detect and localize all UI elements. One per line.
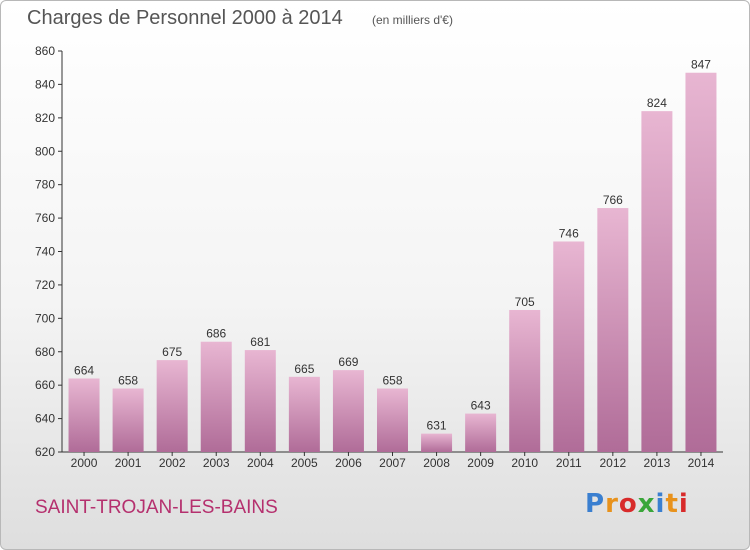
- x-tick-label: 2006: [335, 456, 362, 470]
- logo-letter: t: [665, 489, 679, 519]
- x-tick-label: 2012: [599, 456, 626, 470]
- x-tick-label: 2009: [467, 456, 494, 470]
- bar: [68, 378, 100, 452]
- x-tick-label: 2014: [688, 456, 715, 470]
- y-tick-label: 740: [35, 245, 55, 259]
- data-label: 766: [603, 193, 623, 207]
- data-label: 669: [338, 355, 358, 369]
- x-tick-label: 2002: [159, 456, 186, 470]
- bar: [332, 370, 364, 452]
- logo-letter: i: [678, 489, 689, 519]
- x-tick-label: 2005: [291, 456, 318, 470]
- y-tick-label: 680: [35, 345, 55, 359]
- data-label: 658: [118, 374, 138, 388]
- x-tick-label: 2010: [511, 456, 538, 470]
- town-name: SAINT-TROJAN-LES-BAINS: [35, 497, 278, 518]
- y-tick-label: 860: [35, 44, 55, 58]
- y-tick-label: 700: [35, 311, 55, 325]
- x-tick-label: 2004: [247, 456, 274, 470]
- logo-letter: r: [605, 489, 619, 519]
- data-label: 746: [559, 226, 579, 240]
- y-tick-label: 640: [35, 412, 55, 426]
- chart-subtitle: (en milliers d'€): [372, 13, 453, 27]
- y-tick-label: 720: [35, 278, 55, 292]
- data-label: 675: [162, 345, 182, 359]
- data-label: 847: [691, 58, 711, 72]
- y-tick-label: 780: [35, 178, 55, 192]
- data-label: 824: [647, 96, 667, 110]
- y-tick-label: 800: [35, 144, 55, 158]
- data-label: 686: [206, 327, 226, 341]
- bar: [597, 208, 629, 452]
- bar: [200, 341, 232, 452]
- y-tick-label: 660: [35, 378, 55, 392]
- bar: [641, 111, 673, 453]
- x-tick-label: 2007: [379, 456, 406, 470]
- logo-letter: P: [585, 489, 606, 519]
- bar: [244, 350, 276, 452]
- bar: [112, 388, 144, 452]
- x-tick-label: 2011: [556, 456, 582, 470]
- y-tick-label: 820: [35, 111, 55, 125]
- data-label: 705: [515, 295, 535, 309]
- bar: [509, 309, 541, 452]
- bar: [553, 241, 585, 452]
- x-tick-label: 2008: [423, 456, 450, 470]
- bar: [685, 72, 717, 453]
- logo-letter: x: [637, 489, 656, 519]
- proxiti-logo: Proxiti: [585, 489, 689, 519]
- data-label: 665: [294, 362, 314, 376]
- y-tick-label: 760: [35, 211, 55, 225]
- logo-letter: i: [655, 489, 666, 519]
- data-label: 631: [427, 419, 447, 433]
- logo-letter: o: [618, 489, 638, 519]
- x-tick-label: 2003: [203, 456, 230, 470]
- x-tick-label: 2001: [115, 456, 142, 470]
- bar: [421, 433, 453, 452]
- bar: [377, 388, 408, 452]
- x-tick-label: 2013: [644, 456, 671, 470]
- data-label: 681: [250, 335, 270, 349]
- chart-title: Charges de Personnel 2000 à 2014: [27, 7, 343, 29]
- bar: [156, 360, 188, 452]
- x-tick-label: 2000: [71, 456, 98, 470]
- data-label: 643: [471, 399, 491, 413]
- data-label: 658: [382, 374, 402, 388]
- data-label: 664: [74, 363, 94, 377]
- bar: [288, 376, 320, 452]
- y-tick-label: 840: [35, 77, 55, 91]
- bar: [465, 413, 497, 452]
- y-tick-label: 620: [35, 445, 55, 459]
